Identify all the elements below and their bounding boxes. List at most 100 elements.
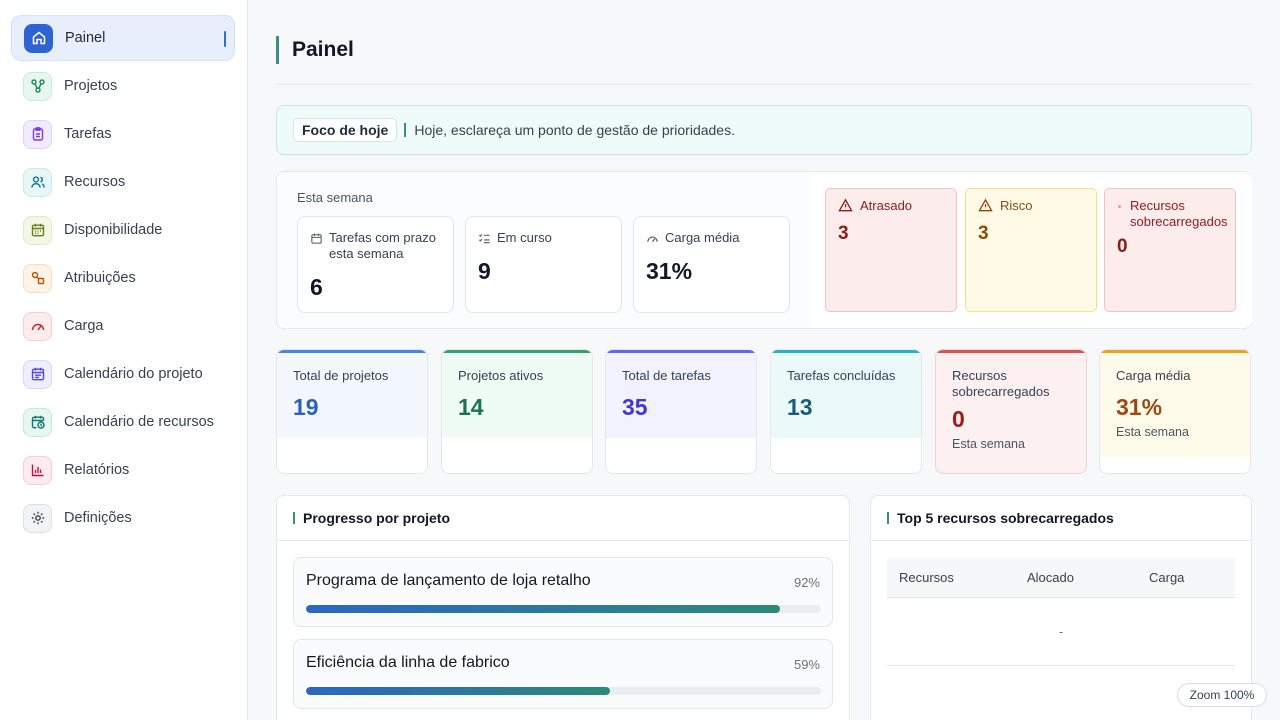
week-card-label: Carga média <box>665 230 740 245</box>
stat-card-total-projects[interactable]: Total de projetos 19 <box>276 349 428 474</box>
sidebar-item-label: Calendário de recursos <box>64 414 214 430</box>
alert-value: 3 <box>978 223 989 244</box>
project-percent: 92% <box>793 575 820 590</box>
sidebar-item-label: Atribuições <box>64 270 136 286</box>
project-percent: 59% <box>793 657 820 672</box>
dot-icon <box>1118 205 1121 208</box>
project-progress-item[interactable]: Eficiência da linha de fabrico 59% <box>293 639 833 709</box>
sidebar-item-label: Definições <box>64 510 132 526</box>
top-overloaded-panel: Top 5 recursos sobrecarregados Recursos … <box>870 495 1252 720</box>
sidebar-item-calendario-projeto[interactable]: Calendário do projeto <box>11 351 235 397</box>
bar-chart-icon <box>23 455 52 485</box>
calendar-clock-icon <box>23 407 52 437</box>
week-card-deadlines[interactable]: Tarefas com prazo esta semana 6 <box>297 216 454 313</box>
gauge-icon <box>23 311 52 341</box>
stat-value: 0 <box>952 406 965 432</box>
alert-card-risk[interactable]: Risco 3 <box>965 188 1097 312</box>
stat-card-total-tasks[interactable]: Total de tarefas 35 <box>605 349 757 474</box>
sidebar-item-calendario-recursos[interactable]: Calendário de recursos <box>11 399 235 445</box>
week-alerts: Atrasado 3 Risco 3 Recursos sobrecarrega… <box>809 172 1252 328</box>
workflow-icon <box>23 71 52 101</box>
week-card-label: Em curso <box>497 230 552 245</box>
project-progress-item[interactable]: Programa de lançamento de loja retalho 9… <box>293 557 833 627</box>
stat-subtitle: Esta semana <box>1116 425 1189 439</box>
focus-banner: Foco de hoje Hoje, esclareça um ponto de… <box>276 105 1252 155</box>
progress-panel: Progresso por projeto Programa de lançam… <box>276 495 850 720</box>
sidebar-item-recursos[interactable]: Recursos <box>11 159 235 205</box>
stat-card-overloaded-resources[interactable]: Recursos sobrecarregados 0 Esta semana <box>935 349 1087 474</box>
progress-fill <box>306 605 780 613</box>
stat-card-active-projects[interactable]: Projetos ativos 14 <box>441 349 593 474</box>
panel-title: Top 5 recursos sobrecarregados <box>897 510 1114 526</box>
alert-label: Recursos sobrecarregados <box>1130 198 1228 229</box>
gauge-icon <box>647 236 658 243</box>
zoom-indicator[interactable]: Zoom 100% <box>1177 683 1267 707</box>
week-summary: Esta semana Tarefas com prazo esta seman… <box>276 171 1252 329</box>
stat-value: 13 <box>787 394 813 420</box>
stat-value: 14 <box>458 394 484 420</box>
stat-label: Carga média <box>1116 368 1191 383</box>
shapes-icon <box>23 263 52 293</box>
stat-label: Total de projetos <box>293 368 389 383</box>
sidebar-item-label: Tarefas <box>64 126 112 142</box>
alert-label: Risco <box>1000 198 1033 213</box>
column-header[interactable]: Carga <box>1149 570 1185 585</box>
table-empty-row: - <box>887 598 1235 666</box>
sidebar-item-projetos[interactable]: Projetos <box>11 63 235 109</box>
week-card-in-progress[interactable]: Em curso 9 <box>465 216 622 313</box>
clipboard-icon <box>23 119 52 149</box>
sidebar-item-tarefas[interactable]: Tarefas <box>11 111 235 157</box>
sidebar-item-carga[interactable]: Carga <box>11 303 235 349</box>
checklist-icon <box>478 233 490 244</box>
alert-card-overloaded[interactable]: Recursos sobrecarregados 0 <box>1104 188 1236 312</box>
week-card-value: 9 <box>478 258 491 284</box>
stat-card-completed-tasks[interactable]: Tarefas concluídas 13 <box>770 349 922 474</box>
column-header[interactable]: Recursos <box>899 570 954 585</box>
column-header[interactable]: Alocado <box>1027 570 1074 585</box>
divider <box>276 84 1252 85</box>
panel-title: Progresso por projeto <box>303 510 451 526</box>
stat-label: Tarefas concluídas <box>787 368 896 383</box>
home-icon <box>24 23 53 53</box>
sidebar-item-label: Recursos <box>64 174 126 190</box>
week-card-label: Tarefas com prazo esta semana <box>329 230 436 261</box>
panel-accent <box>887 512 889 524</box>
stat-card-average-load[interactable]: Carga média 31% Esta semana <box>1099 349 1251 474</box>
focus-chip: Foco de hoje <box>293 118 398 142</box>
sidebar-item-label: Disponibilidade <box>64 222 163 238</box>
sidebar: Painel Projetos Tarefas Recursos Disponi… <box>0 0 248 720</box>
calendar-list-icon <box>23 359 52 389</box>
progress-fill <box>306 687 610 695</box>
main-content: Painel Foco de hoje Hoje, esclareça um p… <box>276 0 1252 720</box>
sidebar-item-relatorios[interactable]: Relatórios <box>11 447 235 493</box>
alert-card-late[interactable]: Atrasado 3 <box>825 188 957 312</box>
stat-label: Recursos sobrecarregados <box>952 368 1050 399</box>
stat-value: 19 <box>293 394 319 420</box>
users-icon <box>23 167 52 197</box>
sidebar-item-label: Carga <box>64 318 104 334</box>
panel-accent <box>293 512 295 524</box>
warning-icon <box>978 198 993 212</box>
gear-icon <box>23 503 52 533</box>
sidebar-item-label: Painel <box>65 30 106 46</box>
focus-separator <box>404 123 407 137</box>
week-card-value: 6 <box>310 274 323 300</box>
stat-subtitle: Esta semana <box>952 437 1025 451</box>
stat-label: Projetos ativos <box>458 368 544 383</box>
sidebar-item-definicoes[interactable]: Definições <box>11 495 235 541</box>
sidebar-item-label: Calendário do projeto <box>64 366 203 382</box>
week-card-average-load[interactable]: Carga média 31% <box>633 216 790 313</box>
sidebar-item-disponibilidade[interactable]: Disponibilidade <box>11 207 235 253</box>
stat-value: 35 <box>622 394 648 420</box>
calendar-icon <box>311 233 322 244</box>
alert-value: 0 <box>1117 236 1128 257</box>
week-label: Esta semana <box>297 190 373 205</box>
sidebar-item-painel[interactable]: Painel <box>11 15 235 61</box>
warning-icon <box>838 198 853 212</box>
alert-label: Atrasado <box>860 198 913 213</box>
sidebar-item-atribuicoes[interactable]: Atribuições <box>11 255 235 301</box>
calendar-icon <box>23 215 52 245</box>
progress-track <box>306 605 821 613</box>
sidebar-item-label: Projetos <box>64 78 118 94</box>
page-title: Painel <box>276 36 354 64</box>
